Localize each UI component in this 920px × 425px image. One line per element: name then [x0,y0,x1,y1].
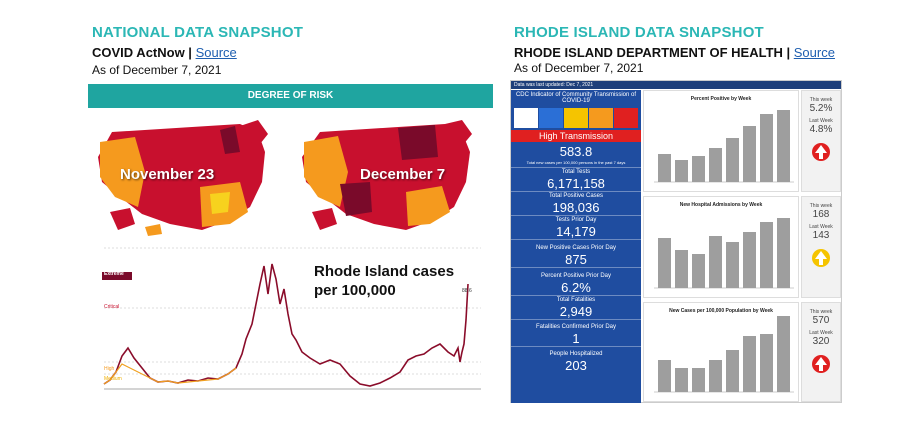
indicator-title: CDC Indicator of Community Transmission … [515,92,637,104]
level-critical: Critical [104,304,120,310]
bars-percent-positive [654,110,794,183]
bars-hospital-admissions [654,218,794,289]
map-december [302,120,472,230]
ri-title: RHODE ISLAND DATA SNAPSHOT [514,24,764,41]
arrow-up-icon [812,249,830,267]
chart-hospital-admissions: New Hospital Admissions by Week [643,196,799,298]
level-extreme: Extreme [104,271,124,277]
chart-new-cases-per-100k: New Cases per 100,000 Population by Week [643,302,799,402]
this-week-value: 168 [812,209,830,220]
stat-label: New Positive Cases Prior Day [535,245,617,251]
stat-hospitalized: People Hospitalized 203 [511,347,641,373]
stat-tests-prior-day: Tests Prior Day 14,179 [511,216,641,240]
stat-value: 203 [565,358,587,373]
stat-total-positive: Total Positive Cases 198,036 [511,192,641,216]
stat-total-tests: Total Tests 6,171,158 [511,168,641,192]
stat-label: Fatalities Confirmed Prior Day [535,324,617,330]
last-week-label: Last Week [809,224,833,230]
ri-source-link[interactable]: Source [793,45,835,60]
map-left-label: November 23 [120,166,215,183]
stat-value: 1 [572,331,580,346]
last-week-value: 143 [812,230,830,241]
level-high: High [104,366,115,372]
chart-annotation-line2: per 100,000 [314,282,396,299]
this-week-label: This week [809,97,833,103]
indicator-legend [514,108,638,128]
legend-cell-high [589,108,613,128]
stat-value: 14,179 [556,224,596,239]
stat-label: Total Fatalities [556,297,596,303]
stat-value: 875 [565,252,587,267]
legend-cell-moderate [539,108,563,128]
national-source-link[interactable]: Source [195,45,237,60]
this-week-label: This week [809,203,833,209]
arrow-up-icon [812,143,830,161]
stat-label: Tests Prior Day [555,217,597,223]
stat-fatalities-prior-day: Fatalities Confirmed Prior Day 1 [511,320,641,347]
chart-annotation-line1: Rhode Island cases [314,263,455,280]
transmission-level: High Transmission [511,130,641,142]
stat-value: 198,036 [552,200,600,215]
national-title: NATIONAL DATA SNAPSHOT [92,24,304,41]
national-as-of: As of December 7, 2021 [92,63,222,77]
stat-label: People Hospitalized [549,351,603,357]
last-week-label: Last Week [809,118,833,124]
risk-maps [98,120,472,236]
this-week-value: 5.2% [809,103,833,114]
this-week-label: This week [809,309,833,315]
stat-label: Percent Positive Prior Day [540,273,612,279]
chart-percent-positive: Percent Positive by Week [643,90,799,192]
chart-annotation: Rhode Island cases per 100,000 [314,262,454,300]
ri-as-of: As of December 7, 2021 [514,61,644,75]
rate-value: 583.8 [559,144,593,159]
last-week-label: Last Week [809,330,833,336]
side-percent-positive: This week 5.2% Last Week 4.8% [801,90,841,192]
side-hospital-admissions: This week 168 Last Week 143 [801,196,841,298]
ri-source-text: RHODE ISLAND DEPARTMENT OF HEALTH | [514,45,794,60]
rate-label: Total new cases per 100,000 persons in t… [526,160,626,165]
ri-charts-column: Percent Positive by Week This week 5.2% … [643,90,841,403]
stat-value: 6,171,158 [547,176,605,191]
side-new-cases: This week 570 Last Week 320 [801,302,841,402]
bars-new-cases [654,316,794,393]
national-source-text: COVID ActNow | [92,45,196,60]
last-week-value: 320 [812,336,830,347]
stat-label: Total Tests [561,169,591,175]
legend-cell-low [514,108,538,128]
stat-total-fatalities: Total Fatalities 2,949 [511,296,641,320]
ri-dashboard: Data was last updated: Dec 7, 2021 CDC I… [510,80,842,403]
level-medium: Medium [104,376,122,382]
map-right-label: December 7 [360,166,446,183]
national-source-line: COVID ActNow | Source [92,45,237,60]
ri-cases-chart [102,247,481,390]
ri-source-line: RHODE ISLAND DEPARTMENT OF HEALTH | Sour… [514,45,835,60]
stat-value: 2,949 [559,304,593,319]
legend-cell-substantial [564,108,588,128]
ri-dashboard-header: Data was last updated: Dec 7, 2021 [511,81,841,89]
map-november [98,120,268,236]
degree-of-risk-bar: DEGREE OF RISK [88,84,493,108]
chart-end-value: 88.6 [462,288,472,294]
stat-new-positive: New Positive Cases Prior Day 875 [511,240,641,268]
this-week-value: 570 [812,315,830,326]
legend-cell-highest [614,108,638,128]
chart-title: New Cases per 100,000 Population by Week [669,308,773,314]
stat-label: Total Positive Cases [548,193,604,199]
chart-title: New Hospital Admissions by Week [679,202,763,208]
ri-stats-column: CDC Indicator of Community Transmission … [511,90,641,403]
arrow-up-icon [812,355,830,373]
chart-title: Percent Positive by Week [690,96,752,102]
stat-percent-positive: Percent Positive Prior Day 6.2% [511,268,641,296]
stat-value: 6.2% [561,280,591,295]
last-week-value: 4.8% [809,124,833,135]
rate-stat: 583.8 Total new cases per 100,000 person… [511,144,641,168]
